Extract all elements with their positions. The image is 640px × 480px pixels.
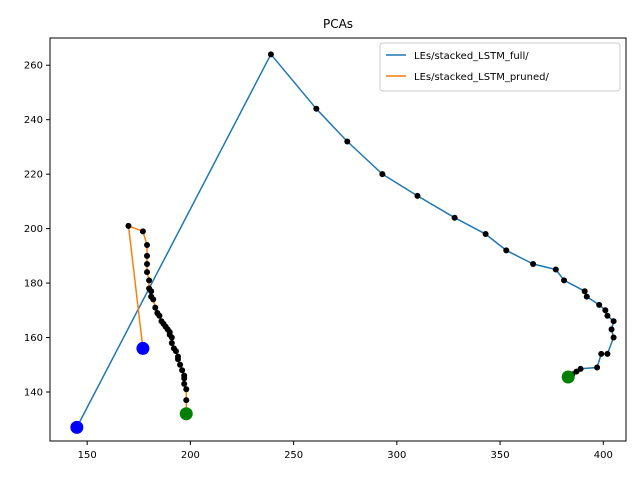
series-1-point: [602, 307, 609, 314]
series-2-point: [181, 380, 188, 387]
y-tick-label: 180: [24, 279, 43, 290]
series-1-point: [344, 138, 351, 145]
series-2-point: [172, 348, 179, 355]
series-2-point: [148, 288, 155, 295]
series-1-point: [313, 105, 320, 112]
series-1-point: [414, 192, 421, 199]
series-1-point: [596, 301, 603, 308]
series-2-point: [168, 339, 175, 346]
series-2-point: [179, 367, 186, 374]
series-2-point: [183, 386, 190, 393]
series-1-point: [561, 277, 568, 284]
series-1-point: [594, 364, 601, 371]
series-2-point: [152, 304, 159, 311]
x-tick-label: 400: [594, 450, 613, 461]
x-tick-label: 350: [491, 450, 510, 461]
x-tick-label: 150: [78, 450, 97, 461]
chart-title: PCAs: [323, 17, 353, 31]
series-1-point: [530, 261, 537, 268]
axes-frame: [49, 37, 627, 442]
series-1-end-marker: [561, 370, 575, 384]
x-tick-label: 250: [284, 450, 303, 461]
series-1-point: [552, 266, 559, 273]
series-2-point: [150, 296, 157, 303]
series-1-point: [379, 171, 386, 178]
series-line-2: [127, 225, 188, 414]
series-2-point: [168, 334, 175, 341]
y-tick-label: 220: [24, 170, 43, 181]
series-1-point: [598, 350, 605, 357]
series-2-point: [125, 222, 132, 229]
y-tick-label: 260: [24, 61, 43, 72]
legend: LEs/stacked_LSTM_full/LEs/stacked_LSTM_p…: [379, 42, 621, 92]
x-tick-label: 300: [387, 450, 406, 461]
x-tick-label: 200: [181, 450, 200, 461]
legend-box: [379, 42, 621, 92]
series-2-point: [144, 241, 151, 248]
series-1-point: [503, 247, 510, 254]
legend-label-2: LEs/stacked_LSTM_pruned/: [414, 72, 549, 83]
series-1-point: [267, 51, 274, 58]
series-2-point: [144, 261, 151, 268]
series-2-point: [139, 228, 146, 235]
series-2-point: [181, 375, 188, 382]
series-1-point: [581, 288, 588, 295]
series-1-point: [610, 318, 617, 325]
series-1-point: [583, 293, 590, 300]
series-1-point: [610, 334, 617, 341]
series-2-point: [183, 397, 190, 404]
series-1-point: [604, 312, 611, 319]
y-tick-label: 200: [24, 224, 43, 235]
series-1-point: [608, 326, 615, 333]
series-2-point: [177, 361, 184, 368]
series-1-point: [451, 214, 458, 221]
series-2-point: [156, 312, 163, 319]
axis-ticks: 150 200 250 300 350 400 140 160 180 200 220 240 260: [24, 61, 613, 461]
y-tick-label: 140: [24, 387, 43, 398]
series-2-point: [175, 356, 181, 363]
legend-label-1: LEs/stacked_LSTM_full/: [414, 51, 529, 62]
plot-area: [70, 51, 617, 434]
series-2-start-marker: [136, 341, 150, 355]
series-1-point: [604, 350, 611, 357]
series-line-1: [76, 53, 615, 428]
series-1-start-marker: [70, 420, 84, 434]
y-tick-label: 160: [24, 333, 43, 344]
series-1-point: [482, 231, 489, 238]
series-2-point: [146, 277, 153, 284]
y-tick-label: 240: [24, 115, 43, 126]
series-2-point: [144, 252, 151, 259]
series-2-end-marker: [179, 407, 193, 421]
series-2-point: [144, 269, 151, 276]
